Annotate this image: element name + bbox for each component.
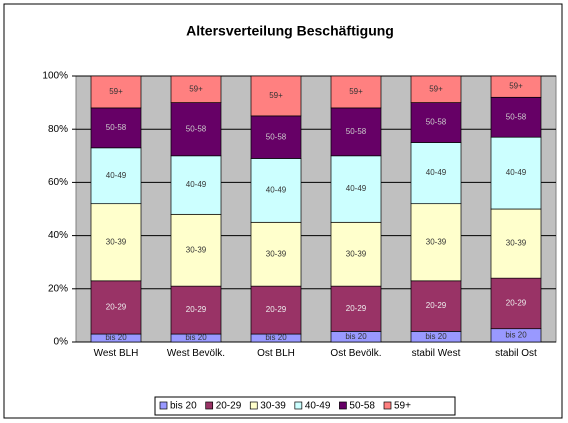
segment-label: 30-39 (346, 249, 367, 258)
bar-segment (410, 142, 462, 205)
bar-segment (250, 115, 302, 159)
legend-swatch (159, 401, 168, 410)
segment-label: 20-29 (346, 304, 367, 313)
segment-label: 20-29 (186, 305, 207, 314)
x-label-box: Ost BLH (257, 348, 295, 359)
segment-label: 30-39 (506, 239, 527, 248)
segment-label: 59+ (349, 87, 363, 96)
segment-label: bis 20 (265, 333, 287, 342)
bar-segment (170, 102, 222, 157)
y-tick-label: 100% (42, 71, 68, 82)
bar-segment (250, 158, 302, 223)
legend-label: 20-29 (216, 401, 242, 412)
segment-label: 30-39 (426, 237, 447, 246)
bar-segment (490, 277, 542, 330)
plot-area (75, 75, 557, 343)
bar-segment (410, 280, 462, 332)
legend-swatch (205, 401, 214, 410)
bar-segment (250, 221, 302, 287)
segment-label: 20-29 (266, 305, 287, 314)
segment-label: 50-58 (186, 124, 207, 133)
segment-label: 20-29 (106, 303, 127, 312)
segment-label: 50-58 (106, 123, 127, 132)
x-label-box: West BLH (93, 348, 139, 359)
segment-label: 40-49 (346, 184, 367, 193)
bar-segment (90, 203, 142, 282)
bar-segment (170, 155, 222, 215)
bar-segment (250, 75, 302, 117)
bar-segment (330, 155, 382, 223)
legend-swatch (339, 401, 347, 410)
bar-segment (170, 285, 222, 335)
bar-segment (490, 136, 542, 210)
bar-segment (330, 107, 382, 157)
segment-label: 59+ (269, 91, 283, 100)
bar-segment (90, 280, 142, 335)
legend (154, 396, 456, 416)
segment-label: 30-39 (106, 237, 127, 246)
segment-label: 40-49 (106, 171, 127, 180)
x-tick-label: stabil Ost (495, 348, 537, 359)
bar-segment (490, 96, 542, 138)
segment-label: 40-49 (266, 185, 287, 194)
chart-title: Altersverteilung Beschäftigung (186, 23, 394, 39)
segment-label: 50-58 (426, 118, 447, 127)
x-label-box: stabil Ost (495, 348, 537, 359)
legend-label: bis 20 (170, 401, 197, 412)
segment-label: 50-58 (266, 132, 287, 141)
bar-segment (410, 75, 462, 103)
segment-label: 40-49 (186, 180, 207, 189)
legend-label: 50-58 (349, 401, 375, 412)
x-tick-label: West BLH (93, 348, 139, 359)
segment-label: 50-58 (506, 112, 527, 121)
segment-label: bis 20 (425, 332, 447, 341)
segment-label: 59+ (429, 84, 443, 93)
segment-label: bis 20 (505, 330, 527, 339)
x-tick-label: stabil West (411, 348, 461, 359)
bar-segment (330, 221, 382, 287)
x-tick-label: West Bevölk. (166, 348, 226, 359)
bar-segment (410, 102, 462, 143)
x-label-box: Ost Bevölk. (330, 348, 382, 359)
bar-segment (170, 75, 222, 103)
x-tick-label: Ost BLH (257, 348, 295, 359)
x-tick-label: Ost Bevölk. (330, 348, 382, 359)
segment-label: 59+ (509, 82, 523, 91)
y-tick-label: 0% (54, 337, 69, 348)
legend-swatch (294, 401, 303, 410)
segment-label: bis 20 (105, 333, 127, 342)
legend-swatch (249, 401, 258, 410)
x-label-box: West Bevölk. (166, 348, 226, 359)
segment-label: 59+ (189, 84, 203, 93)
bar-segment (90, 75, 142, 109)
legend-label: 59+ (394, 401, 411, 412)
legend-label: 40-49 (305, 401, 331, 412)
bar-segment (490, 75, 542, 98)
segment-label: 40-49 (426, 168, 447, 177)
y-tick-label: 80% (48, 124, 68, 135)
segment-label: 20-29 (506, 299, 527, 308)
segment-label: 30-39 (186, 245, 207, 254)
y-tick-label: 40% (48, 230, 68, 241)
segment-label: 30-39 (266, 249, 287, 258)
bar-segment (330, 75, 382, 109)
x-label-box: stabil West (411, 348, 461, 359)
segment-label: 20-29 (426, 301, 447, 310)
segment-label: 50-58 (346, 127, 367, 136)
y-tick-label: 20% (48, 283, 68, 294)
segment-label: 59+ (109, 87, 123, 96)
legend-swatch (383, 401, 392, 410)
segment-label: bis 20 (345, 332, 367, 341)
segment-label: bis 20 (185, 333, 207, 342)
legend-label: 30-39 (260, 401, 286, 412)
segment-label: 40-49 (506, 168, 527, 177)
bar-segment (250, 285, 302, 335)
y-tick-label: 60% (48, 177, 68, 188)
bar-segment (170, 213, 222, 287)
